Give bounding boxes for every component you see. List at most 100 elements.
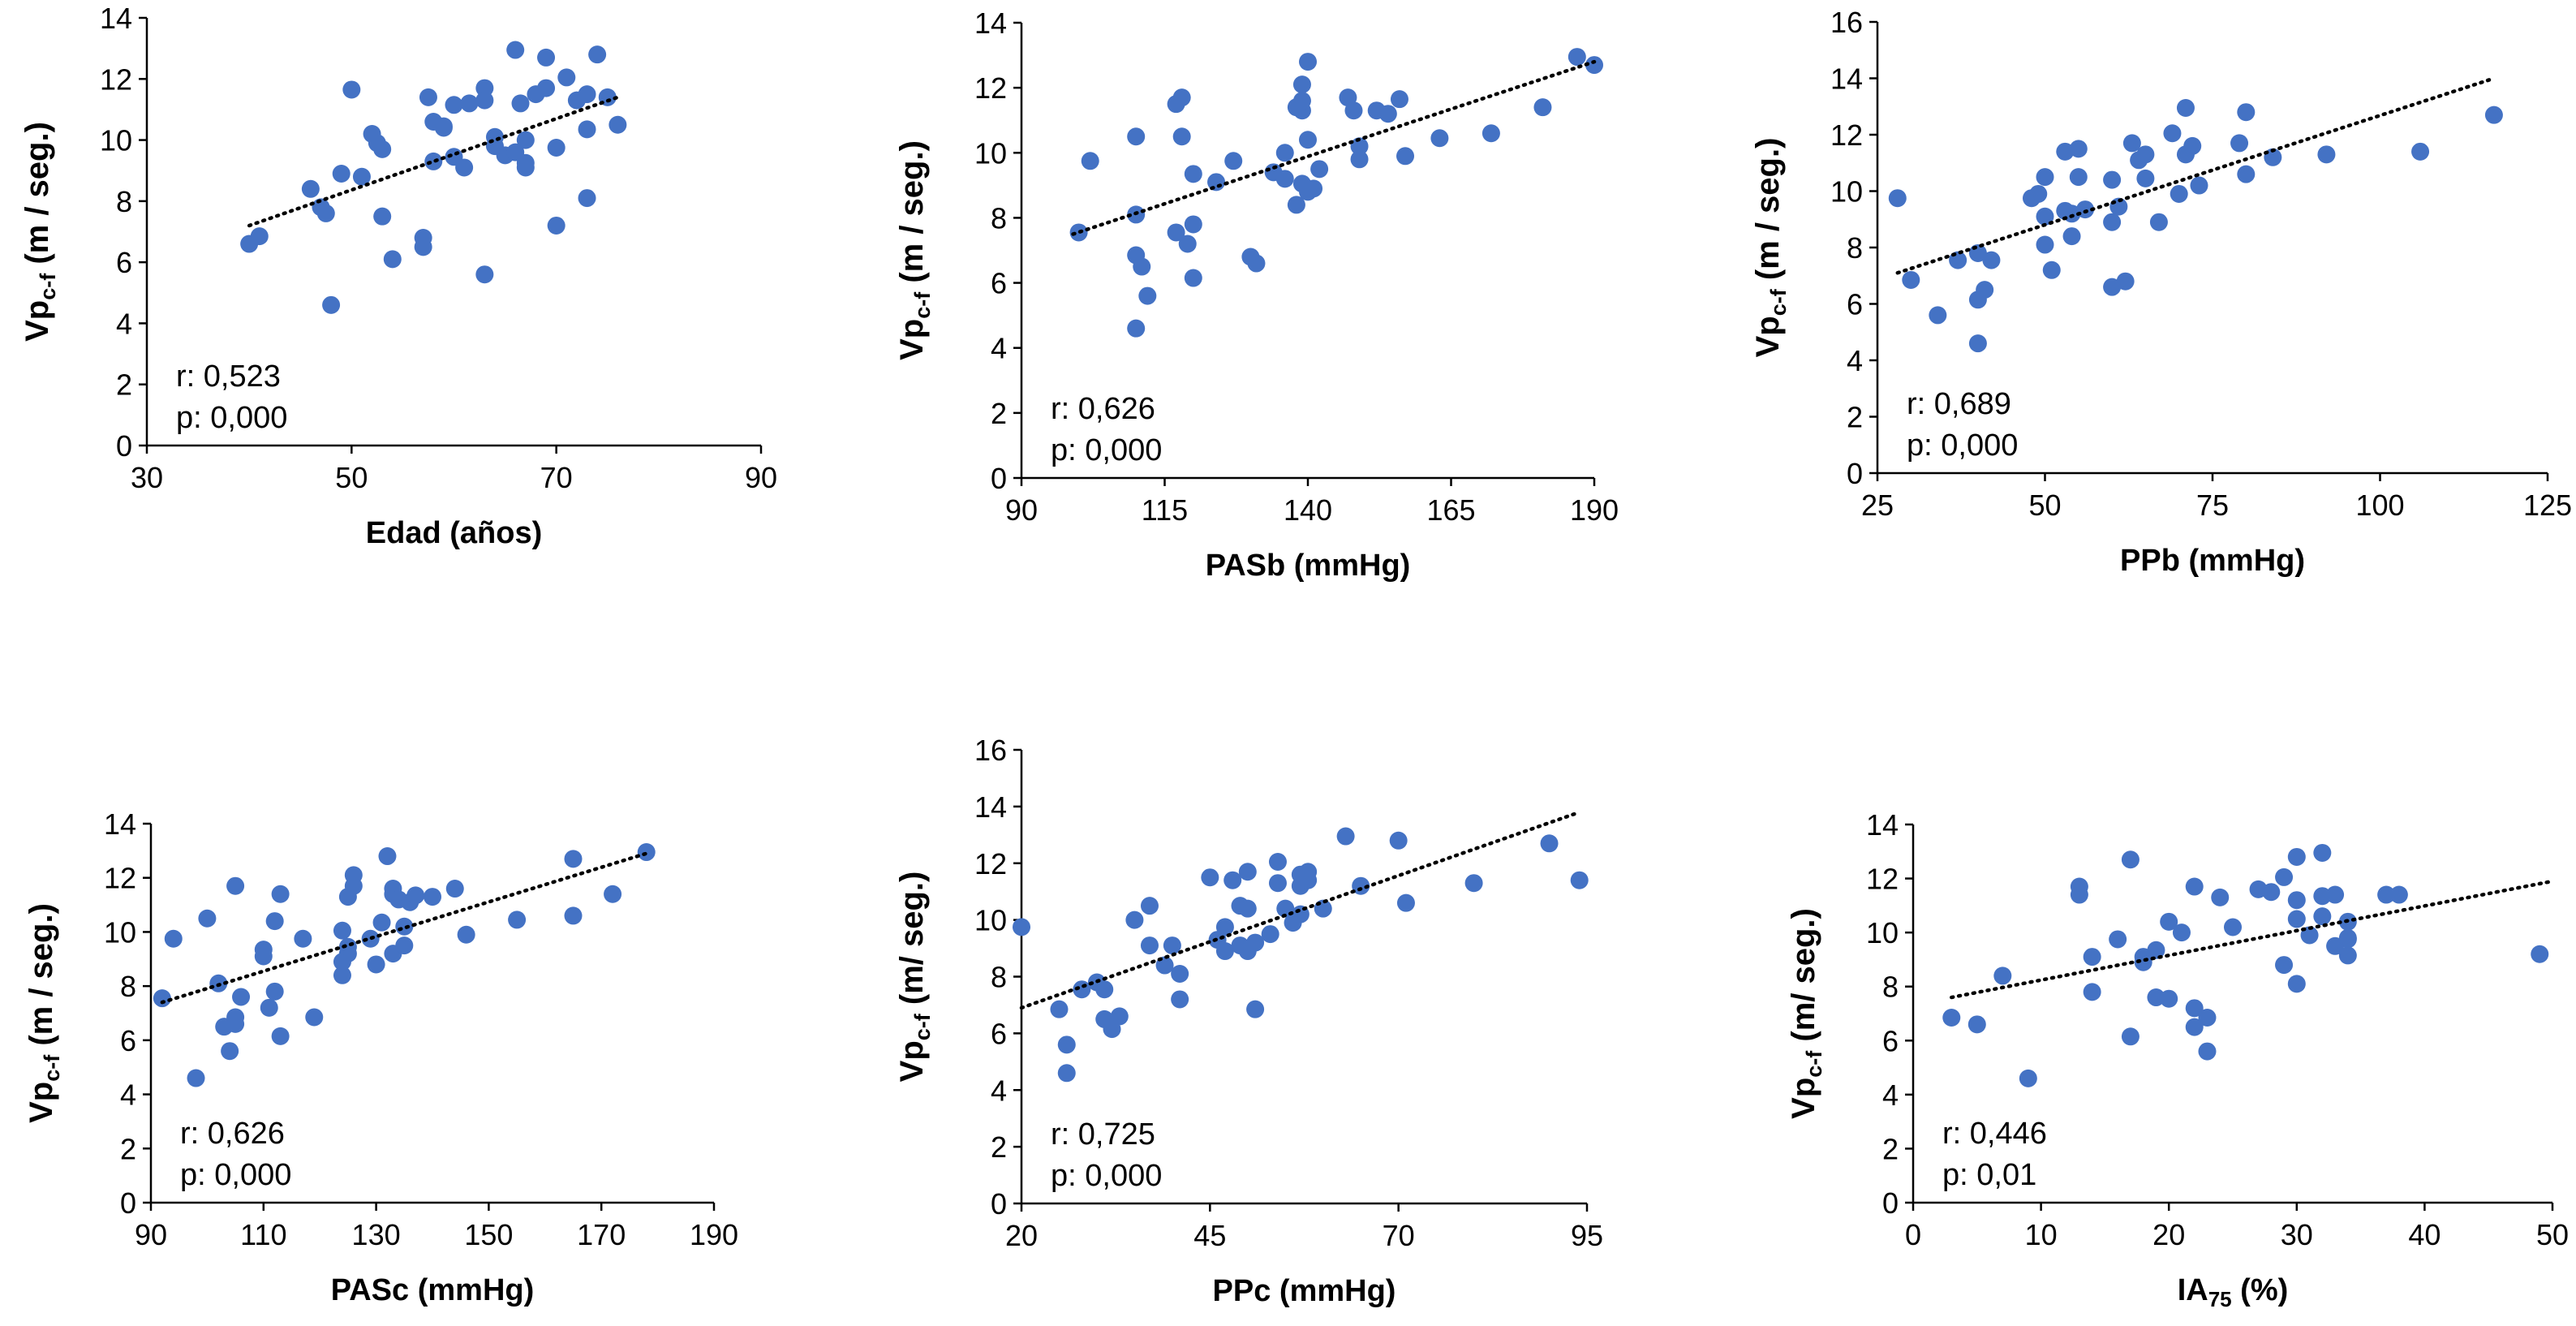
x-tick-label: 0 (1905, 1218, 1921, 1251)
data-point (557, 68, 576, 87)
x-axis-title: IA75 (%) (2178, 1273, 2289, 1311)
data-point (198, 909, 217, 928)
data-point (445, 880, 464, 898)
data-point (1464, 874, 1483, 893)
x-tick-label: 165 (1426, 493, 1475, 527)
data-point (260, 998, 278, 1017)
data-point (485, 127, 504, 146)
x-axis-title-main: IA (2178, 1273, 2208, 1307)
data-point (516, 153, 535, 172)
data-point (516, 131, 535, 149)
data-point (1430, 129, 1449, 148)
data-point (2230, 134, 2249, 153)
data-point (395, 936, 414, 955)
data-point (1568, 48, 1586, 67)
y-tick-label: 16 (974, 734, 1007, 767)
y-axis-title-main: Vp (894, 1040, 930, 1082)
x-tick-label: 95 (1571, 1219, 1603, 1252)
y-tick-label: 0 (991, 462, 1007, 495)
x-tick-label: 70 (1383, 1219, 1415, 1252)
data-point (1184, 165, 1202, 183)
data-point (2116, 272, 2135, 291)
y-tick-label: 4 (991, 1074, 1007, 1107)
data-point (1057, 1064, 1076, 1083)
data-point (1171, 990, 1189, 1009)
y-tick-label: 8 (1847, 231, 1863, 265)
data-point (1238, 899, 1257, 918)
x-tick-label: 90 (1005, 493, 1038, 527)
y-tick-label: 10 (974, 136, 1007, 170)
stat-r: r: 0,689 (1907, 387, 2011, 421)
data-point (2389, 885, 2408, 904)
data-point (372, 913, 391, 932)
data-point (511, 94, 530, 113)
data-point (1275, 144, 1294, 162)
data-point (254, 947, 273, 966)
data-point (1127, 127, 1146, 146)
data-point (445, 96, 463, 114)
data-point (457, 925, 475, 944)
data-point (578, 189, 596, 208)
x-axis-title: PASc (mmHg) (331, 1273, 535, 1307)
data-point (1095, 980, 1114, 999)
y-tick-label: 12 (974, 71, 1007, 105)
y-axis-title-tail: (m / seg.) (894, 140, 930, 292)
data-point (1247, 254, 1266, 273)
data-point (1238, 863, 1257, 881)
data-point (1929, 306, 1947, 325)
x-tick-label: 125 (2523, 489, 2572, 522)
y-tick-label: 8 (991, 961, 1007, 994)
x-tick-label: 90 (745, 461, 777, 494)
data-point (1057, 1035, 1076, 1054)
y-axis-title-sub: c-f (1766, 288, 1791, 316)
x-tick-label: 150 (464, 1218, 513, 1251)
data-point (1133, 257, 1151, 276)
data-point (164, 929, 183, 948)
data-point (271, 1027, 290, 1045)
data-point (609, 115, 627, 134)
data-point (373, 207, 392, 226)
y-tick-label: 0 (116, 429, 132, 463)
data-point (2275, 956, 2294, 975)
y-tick-label: 6 (116, 246, 132, 279)
data-point (2136, 169, 2155, 187)
data-point (1533, 98, 1552, 117)
data-point (424, 888, 441, 906)
y-tick-label: 12 (974, 847, 1007, 880)
data-point (305, 1008, 324, 1027)
data-point (506, 41, 525, 59)
data-point (564, 850, 583, 868)
y-tick-label: 8 (120, 970, 136, 1003)
x-tick-label: 50 (2028, 489, 2061, 522)
y-tick-label: 4 (1847, 344, 1863, 377)
x-axis-title: PPc (mmHg) (1213, 1274, 1396, 1308)
data-point (1110, 1007, 1129, 1026)
scatter-panel-2: 0 2 4 6 8 10 12 14 90 115 140 165 190 PASb (mmHg) Vpc-… (894, 6, 1619, 583)
x-tick-label: 20 (2152, 1218, 2185, 1251)
x-axis-title-main: Edad (años) (366, 516, 542, 550)
data-point (2069, 140, 2088, 158)
y-axis-title-tail: (m / seg.) (1750, 138, 1786, 290)
data-point (1163, 936, 1181, 955)
data-point (2287, 891, 2306, 910)
y-tick-label: 2 (991, 1130, 1007, 1164)
data-point (226, 876, 245, 895)
data-point (1050, 1000, 1069, 1018)
data-point (352, 167, 371, 186)
x-axis-title: PASb (mmHg) (1206, 549, 1411, 583)
y-tick-label: 8 (1882, 971, 1899, 1004)
y-tick-label: 14 (1866, 808, 1899, 842)
trendline (1950, 879, 2555, 1000)
data-point (2190, 176, 2208, 195)
x-axis-title-main: PPb (mmHg) (2120, 544, 2305, 578)
data-point (2083, 948, 2101, 967)
data-point (1246, 933, 1265, 952)
y-axis-title-tail: (m/ seg.) (1786, 908, 1821, 1051)
data-point (2121, 850, 2139, 869)
y-axis-title: Vpc-f (m / seg.) (24, 903, 64, 1123)
data-point (1125, 911, 1144, 929)
data-point (153, 989, 171, 1008)
x-tick-label: 75 (2196, 489, 2229, 522)
y-axis-title-tail: (m / seg.) (24, 903, 59, 1055)
data-point (2070, 885, 2088, 904)
